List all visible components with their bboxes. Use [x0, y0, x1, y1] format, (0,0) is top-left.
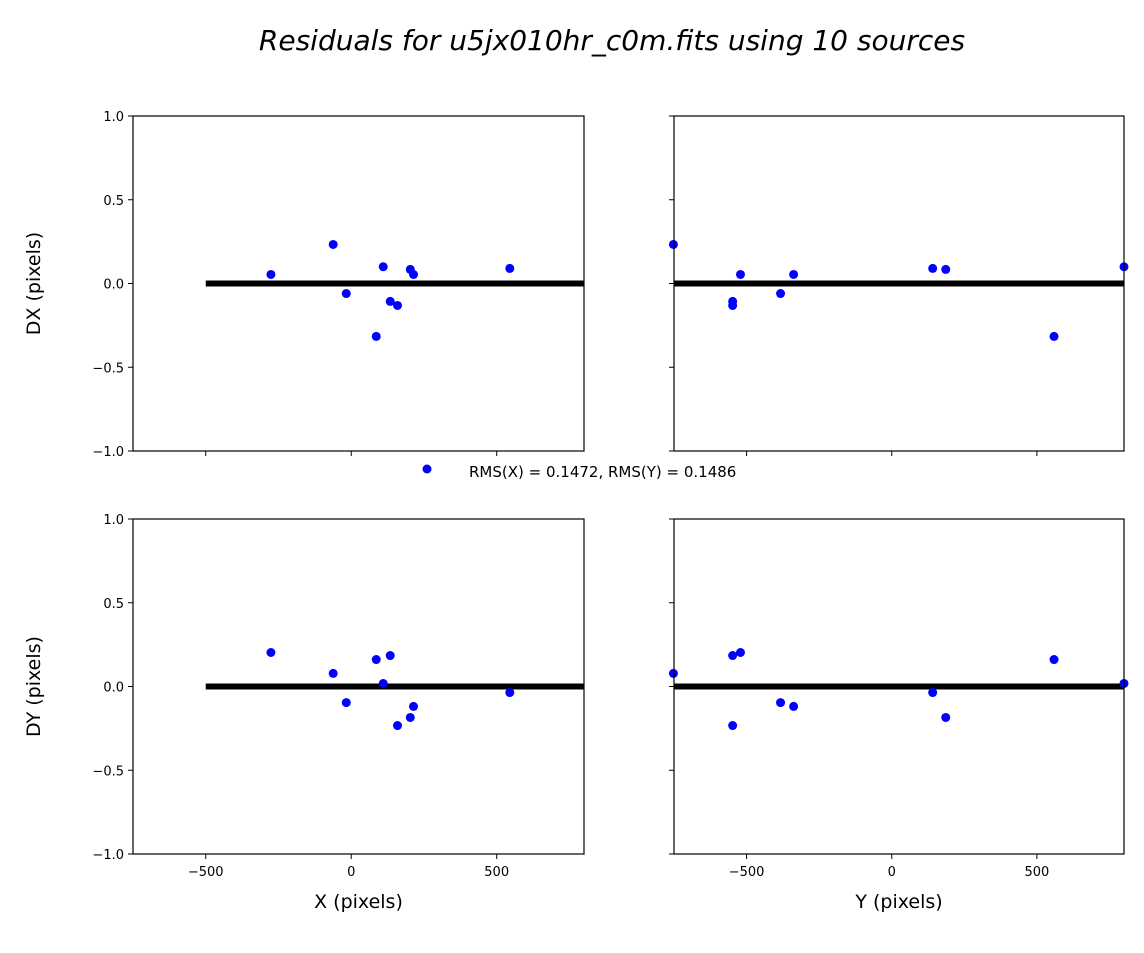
data-point: [266, 269, 276, 279]
y-tick-label: 0.0: [103, 278, 124, 293]
data-point: [941, 712, 951, 722]
data-point: [776, 698, 786, 708]
data-point: [371, 331, 381, 341]
y-axis-label: DY (pixels): [23, 636, 45, 737]
x-tick-label: −500: [188, 865, 224, 880]
x-tick-label: 500: [484, 865, 509, 880]
y-tick-label: 1.0: [103, 513, 124, 528]
data-point: [505, 263, 515, 273]
data-point: [385, 651, 395, 661]
data-point: [266, 647, 276, 657]
data-point: [735, 647, 745, 657]
data-point: [1049, 331, 1059, 341]
data-point: [728, 651, 738, 661]
data-point: [1049, 655, 1059, 665]
data-point: [735, 269, 745, 279]
y-axis-label: DX (pixels): [23, 232, 45, 335]
data-point: [328, 239, 338, 249]
panel-y-dy: −500 0 500 Y (pixels): [668, 518, 1129, 913]
data-point: [776, 289, 786, 299]
x-tick-label: −500: [729, 865, 765, 880]
y-tick-label: 0.0: [103, 681, 124, 696]
data-point: [328, 668, 338, 678]
data-point: [928, 263, 938, 273]
legend-marker: [422, 464, 432, 474]
x-tick-label: 500: [1024, 865, 1049, 880]
data-point: [378, 262, 388, 272]
y-tick-label: 0.5: [103, 194, 124, 209]
data-point: [928, 688, 938, 698]
data-point: [789, 269, 799, 279]
panel-x-dy: −500 0 500 1.0 0.5 0.0 −0.5 −1.0 X (pixels) DY (p…: [23, 513, 585, 913]
data-point: [405, 712, 415, 722]
legend-label: RMS(X) = 0.1472, RMS(Y) = 0.1486: [469, 463, 736, 481]
data-point: [728, 300, 738, 310]
data-point: [941, 264, 951, 274]
y-tick-label: −0.5: [92, 361, 124, 376]
data-point: [341, 289, 351, 299]
chart-title: Residuals for u5jx010hr_c0m.fits using 1…: [259, 24, 965, 57]
panel-x-dx: 1.0 0.5 0.0 −0.5 −1.0 DX (pixels): [23, 110, 585, 460]
data-point: [789, 701, 799, 711]
data-point: [392, 300, 402, 310]
data-point: [341, 698, 351, 708]
y-tick-label: −1.0: [92, 848, 124, 863]
data-point: [408, 701, 418, 711]
data-point: [505, 688, 515, 698]
y-tick-label: −0.5: [92, 764, 124, 779]
data-point: [371, 655, 381, 665]
data-point: [385, 296, 395, 306]
x-tick-label: 0: [347, 865, 355, 880]
y-tick-label: −1.0: [92, 445, 124, 460]
data-point: [392, 721, 402, 731]
x-axis-label: X (pixels): [314, 891, 403, 913]
data-point: [408, 269, 418, 279]
x-axis-label: Y (pixels): [854, 891, 942, 913]
data-point: [728, 721, 738, 731]
x-tick-label: 0: [888, 865, 896, 880]
panel-y-dx: [668, 115, 1129, 456]
legend: RMS(X) = 0.1472, RMS(Y) = 0.1486: [422, 463, 736, 481]
data-point: [378, 678, 388, 688]
y-tick-label: 1.0: [103, 110, 124, 125]
y-tick-label: 0.5: [103, 597, 124, 612]
